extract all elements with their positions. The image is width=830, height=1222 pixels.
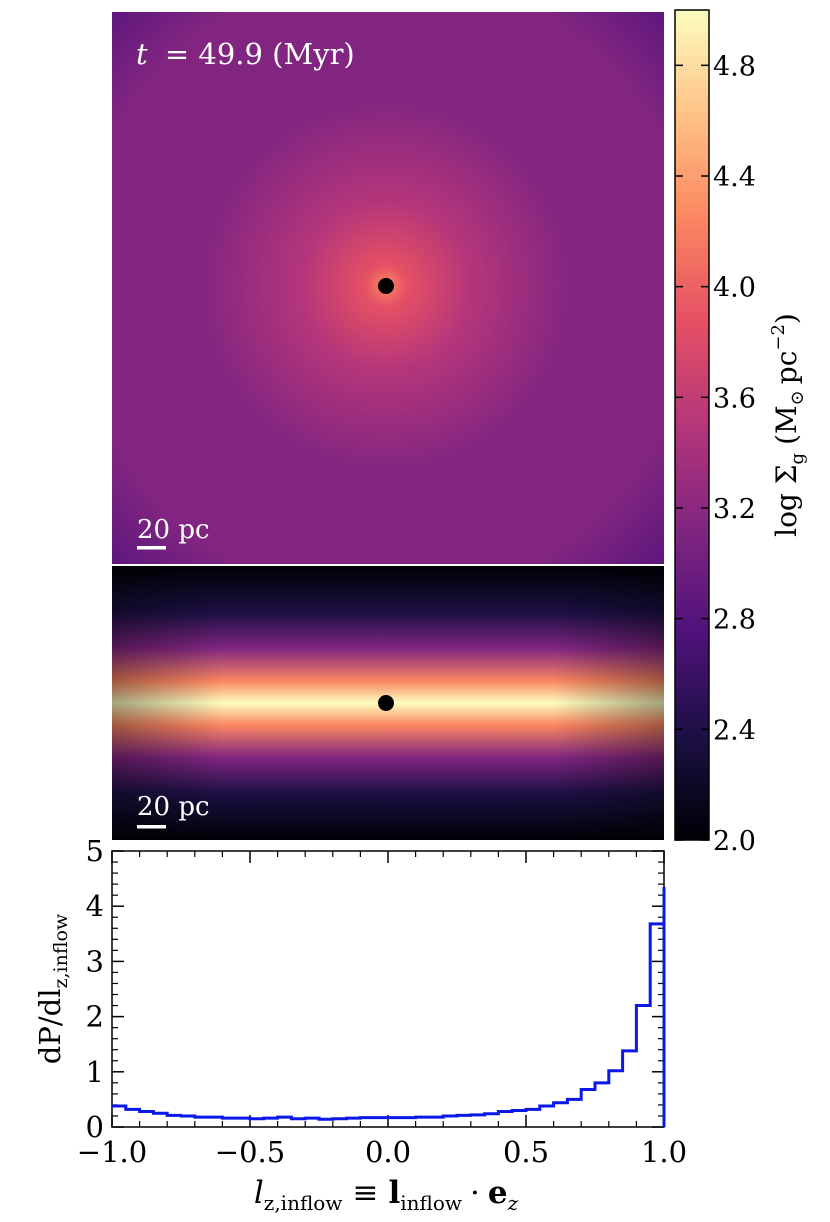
xlabel-e-sub: z: [507, 1191, 519, 1215]
y-tick-label: 5: [86, 834, 104, 868]
x-tick-label: −0.5: [215, 1135, 285, 1169]
y-tick-label: 4: [86, 889, 104, 923]
y-axis-label: dP/dlz,inflow: [33, 913, 72, 1064]
xlabel-bold-sub: inflow: [400, 1191, 462, 1215]
xlabel-e: e: [488, 1175, 508, 1211]
x-axis-label: lz,inflow ≡ linflow · ez: [254, 1175, 519, 1215]
y-tick-label: 1: [86, 1055, 104, 1089]
x-tick-label: −1.0: [77, 1135, 147, 1169]
xlabel-bold-l: l: [388, 1175, 400, 1211]
xlabel-dot: ·: [470, 1175, 480, 1211]
x-tick-label: 0.0: [365, 1135, 411, 1169]
plot-frame: [111, 850, 665, 1128]
face-on-panel: t = 49.9 (Myr) 20 pc: [112, 12, 664, 564]
colorbar-tick-label: 4.4: [713, 162, 756, 193]
histogram-ticks: −1.0 −0.5 0.0 0.5 1.0 0 1 2 3 4 5: [77, 834, 687, 1169]
y-tick-label: 2: [86, 1000, 104, 1034]
x-tick-label: 1.0: [641, 1135, 687, 1169]
xlabel-sub: z,inflow: [264, 1191, 343, 1215]
time-symbol: t: [136, 37, 148, 71]
colorbar-tick-label: 2.8: [713, 605, 756, 636]
colorbar-label-exp: −2: [768, 324, 789, 351]
ylabel-sub: z,inflow: [50, 913, 72, 988]
time-label: t = 49.9 (Myr): [136, 37, 355, 71]
scale-bar: [137, 546, 166, 550]
histogram-step-line: [112, 886, 666, 1127]
x-tick-label: 0.5: [503, 1135, 549, 1169]
colorbar-label-quantity: log Σ: [770, 464, 803, 536]
scale-bar-edge: [137, 825, 166, 829]
xlabel-equiv: ≡: [352, 1175, 378, 1211]
colorbar-tick-label: 2.4: [713, 715, 756, 746]
scale-bar-label-edge: 20 pc: [137, 792, 210, 822]
colorbar-ticks: 2.0 2.4 2.8 3.2 3.6 4.0 4.4 4.8: [675, 51, 756, 857]
histogram-series: [112, 886, 666, 1127]
colorbar-tick-label: 4.8: [713, 51, 756, 82]
colorbar-tick-label: 4.0: [713, 273, 756, 304]
colorbar-label: log Σg (M⊙ pc−2): [768, 313, 808, 537]
colorbar-label-pc: pc: [770, 351, 803, 385]
y-tick-label: 3: [86, 944, 104, 978]
scale-bar-label: 20 pc: [137, 515, 210, 545]
colorbar-label-sub: g: [787, 453, 808, 465]
colorbar-label-units: (M: [770, 405, 803, 445]
y-tick-label: 0: [86, 1110, 104, 1144]
black-hole-marker: [378, 278, 394, 294]
colorbar-tick-label: 3.2: [713, 494, 756, 525]
colorbar-gradient: [674, 9, 710, 841]
colorbar-tick-label: 2.0: [713, 826, 756, 857]
time-value: = 49.9 (Myr): [165, 37, 355, 71]
ylabel-main: dP/dl: [33, 989, 67, 1065]
xlabel-l: l: [254, 1175, 264, 1211]
colorbar-label-sun: ⊙: [787, 390, 808, 405]
colorbar: 2.0 2.4 2.8 3.2 3.6 4.0 4.4 4.8 log Σg (M⊙ pc−2): [674, 9, 808, 857]
black-hole-marker-edge: [378, 695, 394, 711]
colorbar-label-close: ): [770, 313, 803, 324]
edge-on-panel: 20 pc: [112, 566, 664, 840]
colorbar-tick-label: 3.6: [713, 383, 756, 414]
